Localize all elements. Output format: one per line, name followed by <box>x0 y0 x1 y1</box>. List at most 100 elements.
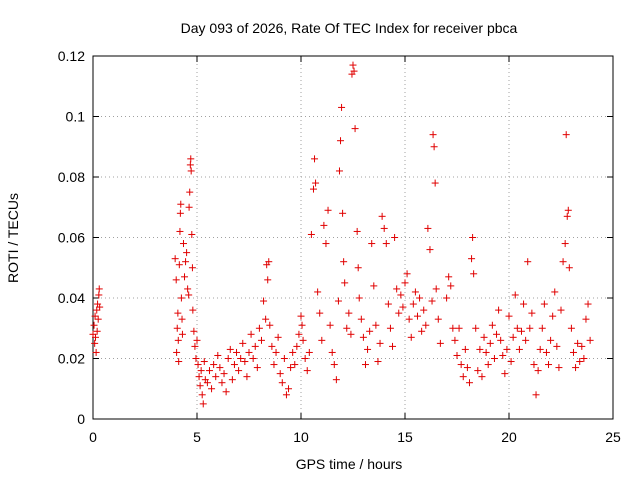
data-point <box>90 321 98 329</box>
data-point <box>341 279 349 287</box>
data-point <box>92 348 100 356</box>
y-axis-title: ROTI / TECUs <box>5 193 21 283</box>
data-point <box>393 285 401 293</box>
data-point <box>195 373 203 381</box>
data-point <box>251 342 259 350</box>
x-tick-label: 0 <box>89 429 97 445</box>
data-point <box>175 261 183 269</box>
data-point <box>350 67 358 75</box>
data-point <box>359 333 367 341</box>
data-point <box>484 361 492 369</box>
data-point <box>428 297 436 305</box>
data-point <box>443 294 451 302</box>
data-point <box>476 345 484 353</box>
data-point <box>176 209 184 217</box>
data-point <box>422 321 430 329</box>
data-point <box>216 364 224 372</box>
data-point <box>564 206 572 214</box>
data-point <box>534 367 542 375</box>
data-point <box>395 309 403 317</box>
data-point <box>540 300 548 308</box>
data-point <box>208 385 216 393</box>
data-point <box>91 339 99 347</box>
data-point <box>405 315 413 323</box>
data-point <box>480 333 488 341</box>
data-point <box>339 209 347 217</box>
data-point <box>280 355 288 362</box>
data-point <box>94 315 102 323</box>
data-point <box>175 358 183 366</box>
data-point <box>193 336 201 344</box>
data-point <box>557 306 565 314</box>
data-point <box>260 297 268 305</box>
data-point <box>430 143 438 151</box>
x-tick-label: 25 <box>605 429 621 445</box>
data-point <box>551 288 559 296</box>
data-point <box>432 285 440 293</box>
data-point <box>397 291 405 299</box>
data-point <box>580 355 588 362</box>
data-point <box>189 306 197 314</box>
data-point <box>488 321 496 329</box>
data-point <box>482 348 490 356</box>
data-point <box>282 391 290 399</box>
data-point <box>376 339 384 347</box>
data-point <box>389 342 397 350</box>
data-point <box>222 388 230 396</box>
data-point <box>299 336 307 344</box>
data-point <box>374 358 382 366</box>
data-point <box>567 324 575 332</box>
data-point <box>501 370 509 378</box>
data-point <box>332 376 340 384</box>
data-point <box>196 382 204 390</box>
data-point <box>95 291 103 299</box>
data-point <box>295 330 303 338</box>
data-point <box>200 358 208 366</box>
data-point <box>278 379 286 387</box>
data-point <box>370 282 378 290</box>
data-point <box>172 276 180 284</box>
data-point <box>179 240 187 248</box>
data-point <box>384 300 392 308</box>
data-point <box>366 327 374 335</box>
data-point <box>95 285 103 293</box>
data-point <box>403 270 411 278</box>
data-point <box>322 240 330 248</box>
data-point <box>173 324 181 332</box>
data-point <box>582 315 590 323</box>
data-point <box>562 131 570 139</box>
data-point <box>353 227 361 235</box>
data-point <box>372 321 380 329</box>
data-point <box>409 300 417 308</box>
data-point <box>555 364 563 372</box>
data-point <box>549 312 557 320</box>
data-point <box>578 342 586 350</box>
data-point <box>199 400 207 408</box>
data-point <box>305 348 313 356</box>
x-tick-label: 5 <box>193 429 201 445</box>
data-point <box>426 246 434 254</box>
data-point <box>538 324 546 332</box>
data-point <box>91 333 99 341</box>
y-tick-label: 0.08 <box>58 169 85 185</box>
data-point <box>224 355 232 362</box>
data-point <box>249 355 257 362</box>
data-point <box>345 309 353 317</box>
data-point <box>174 336 182 344</box>
data-point <box>486 339 494 347</box>
data-point <box>316 309 324 317</box>
data-point <box>413 312 421 320</box>
data-point <box>312 179 320 187</box>
data-point <box>472 324 480 332</box>
data-point <box>318 336 326 344</box>
data-point <box>368 240 376 248</box>
data-point <box>253 364 261 372</box>
data-point <box>178 330 186 338</box>
data-point <box>474 367 482 375</box>
data-point <box>230 361 238 369</box>
data-point <box>262 315 270 323</box>
x-tick-label: 20 <box>501 429 517 445</box>
data-point <box>307 230 315 238</box>
data-point <box>226 345 234 353</box>
data-point <box>561 240 569 248</box>
